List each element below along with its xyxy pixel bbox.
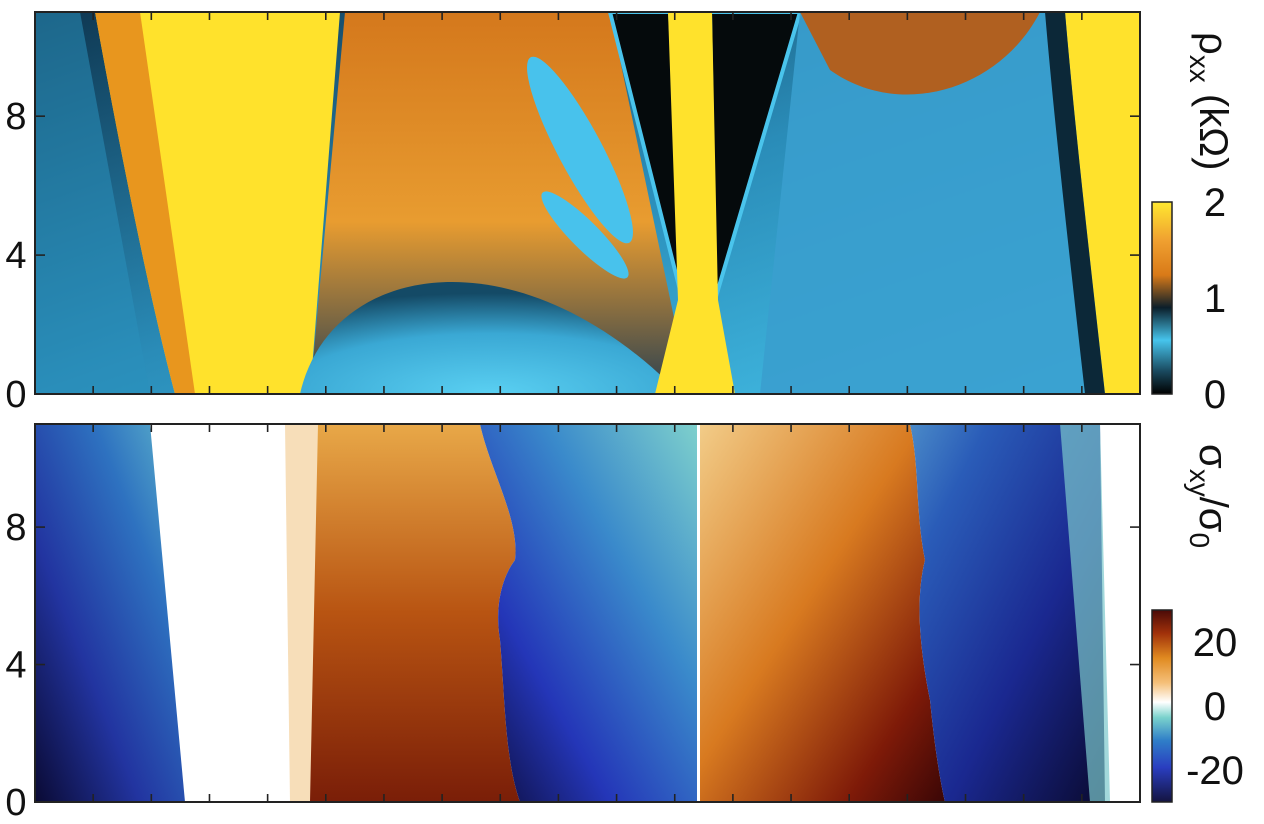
bottom-y-tick-label: 4: [5, 645, 26, 687]
top-colorbar: [1151, 201, 1173, 395]
colorbar-tick-labels: 2 1 0 20 0 -20: [1186, 181, 1244, 793]
top-left-orange-edge: [95, 12, 195, 394]
bottom-right-blue-region: [910, 424, 1105, 802]
top-colorbar-title: ρxx (kΩ): [1184, 32, 1235, 170]
bottom-right-orange-region: [700, 424, 945, 802]
top-colorbar-tick-label: 2: [1204, 181, 1226, 225]
bottom-colorbar-tick-label: 0: [1204, 685, 1226, 729]
top-y-tick-label: 0: [5, 374, 26, 416]
bottom-y-tick-label: 8: [5, 507, 26, 549]
bottom-left-blue-region: [35, 424, 185, 802]
top-right-region: [760, 12, 1090, 394]
bottom-colorbar-title: σxy/σ0: [1184, 444, 1235, 548]
top-blue-lobe-1: [527, 56, 633, 244]
top-central-yellow-line: [655, 12, 735, 394]
bottom-colorbar-tick-label: 20: [1193, 621, 1238, 665]
bottom-central-orange-region: [310, 424, 520, 802]
top-right-dark-edge: [1045, 12, 1105, 394]
bottom-y-tick-label: 0: [5, 782, 26, 824]
y-tick-labels: 8 4 0 8 4 0: [5, 96, 26, 824]
bottom-heatmap-panel: [35, 424, 1140, 802]
top-panel-frame: [34, 11, 1141, 395]
top-blue-lobe-2: [541, 191, 629, 279]
top-y-tick-label: 8: [5, 96, 26, 138]
bottom-panel-frame: [34, 423, 1141, 803]
bottom-colorbar: [1151, 609, 1173, 803]
top-heatmap-panel: [35, 12, 1140, 394]
tick-layer: [34, 12, 1141, 803]
bottom-colorbar-tick-label: -20: [1186, 749, 1244, 793]
top-central-blue-fan: [300, 281, 680, 394]
top-colorbar-tick-label: 1: [1204, 277, 1226, 321]
bottom-central-blue-region: [480, 424, 697, 802]
bottom-right-teal-edge: [1060, 424, 1110, 802]
top-colorbar-tick-label: 0: [1204, 373, 1226, 417]
top-left-streaks: [35, 12, 150, 394]
top-right-yellow-band: [1065, 12, 1140, 394]
top-right-orange-arc: [800, 12, 1040, 95]
top-y-tick-label: 4: [5, 235, 26, 277]
